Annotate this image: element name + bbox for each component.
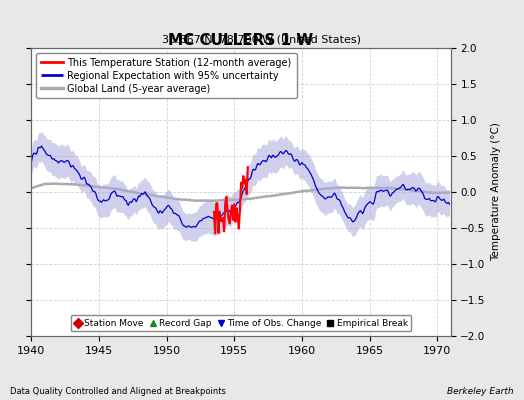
- Text: Berkeley Earth: Berkeley Earth: [447, 387, 514, 396]
- Legend: Station Move, Record Gap, Time of Obs. Change, Empirical Break: Station Move, Record Gap, Time of Obs. C…: [71, 315, 411, 332]
- Title: MC CULLERS 1 W: MC CULLERS 1 W: [168, 33, 314, 48]
- Y-axis label: Temperature Anomaly (°C): Temperature Anomaly (°C): [492, 122, 501, 262]
- Text: Data Quality Controlled and Aligned at Breakpoints: Data Quality Controlled and Aligned at B…: [10, 387, 226, 396]
- Text: 35.667 N, 78.700 W (United States): 35.667 N, 78.700 W (United States): [162, 34, 362, 44]
